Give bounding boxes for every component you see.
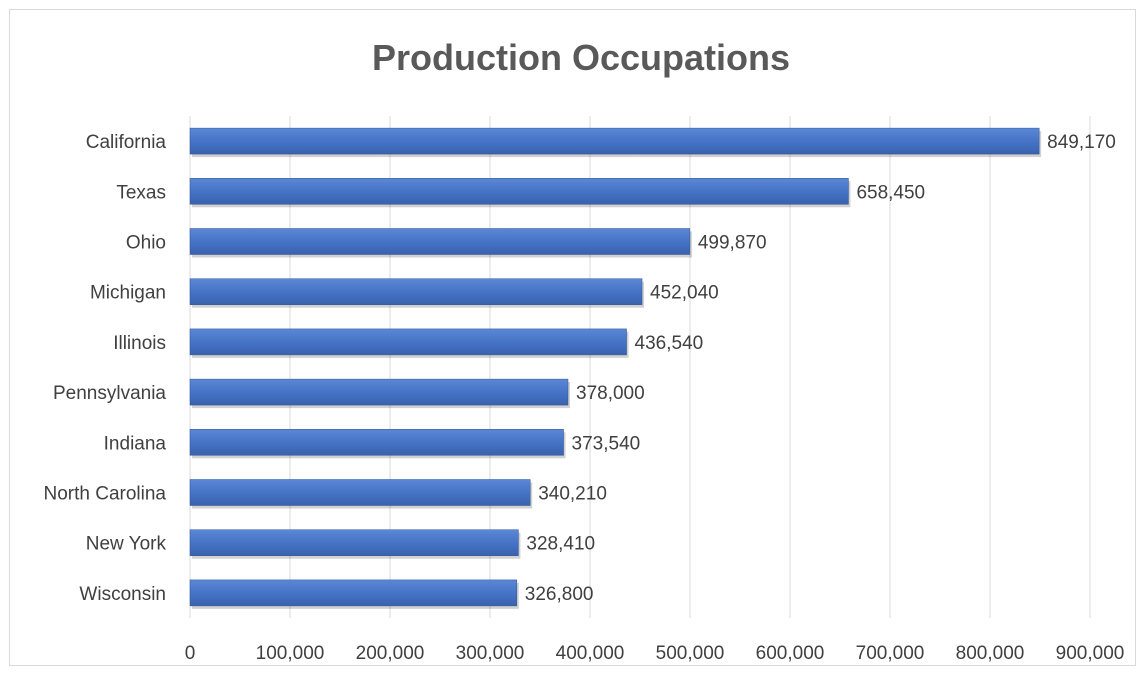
bar-new-york bbox=[189, 529, 519, 556]
category-labels: California Texas Ohio Michigan Illinois Penns… bbox=[44, 132, 167, 605]
bar-wisconsin bbox=[189, 579, 518, 607]
chart-title: Production Occupations bbox=[372, 37, 790, 78]
category-label: Ohio bbox=[126, 233, 166, 254]
bar-indiana bbox=[189, 429, 564, 456]
data-label: 340,210 bbox=[538, 484, 607, 505]
bar-california bbox=[189, 127, 1040, 155]
x-tick-label: 400,000 bbox=[556, 643, 625, 664]
x-tick-label: 600,000 bbox=[756, 643, 825, 664]
category-label: Pennsylvania bbox=[53, 383, 166, 404]
category-label: New York bbox=[86, 534, 167, 555]
bar-pennsylvania bbox=[189, 378, 569, 406]
data-label: 326,800 bbox=[525, 584, 594, 605]
bar-illinois bbox=[189, 328, 627, 356]
x-tick-label: 800,000 bbox=[956, 643, 1025, 664]
x-tick-label: 300,000 bbox=[456, 643, 525, 664]
x-tick-label: 900,000 bbox=[1056, 643, 1125, 664]
data-label: 849,170 bbox=[1047, 132, 1116, 153]
category-label: Wisconsin bbox=[79, 584, 166, 605]
x-tick-label: 0 bbox=[185, 643, 196, 664]
data-label: 328,410 bbox=[526, 534, 595, 555]
data-label: 452,040 bbox=[650, 283, 719, 304]
data-label: 373,540 bbox=[572, 433, 641, 454]
category-label: Illinois bbox=[113, 333, 166, 354]
bar-ohio bbox=[189, 228, 691, 255]
category-label: California bbox=[86, 132, 167, 153]
data-labels: 849,170 658,450 499,870 452,040 436,540 378,0… bbox=[525, 132, 1116, 605]
data-label: 378,000 bbox=[576, 383, 645, 404]
bar-north-carolina bbox=[189, 479, 531, 506]
data-label: 658,450 bbox=[856, 182, 925, 203]
bar-texas bbox=[189, 178, 849, 205]
bars bbox=[189, 127, 1042, 609]
x-tick-label: 500,000 bbox=[656, 643, 725, 664]
bar-michigan bbox=[189, 278, 643, 305]
x-axis-tick-labels: 0 100,000 200,000 300,000 400,000 500,000 600,… bbox=[185, 643, 1125, 664]
category-label: North Carolina bbox=[44, 484, 167, 505]
x-tick-label: 200,000 bbox=[356, 643, 425, 664]
x-tick-label: 700,000 bbox=[856, 643, 925, 664]
category-label: Indiana bbox=[104, 433, 167, 454]
x-tick-label: 100,000 bbox=[256, 643, 325, 664]
data-label: 436,540 bbox=[635, 333, 704, 354]
data-label: 499,870 bbox=[698, 233, 767, 254]
category-label: Michigan bbox=[90, 283, 166, 304]
category-label: Texas bbox=[116, 182, 166, 203]
